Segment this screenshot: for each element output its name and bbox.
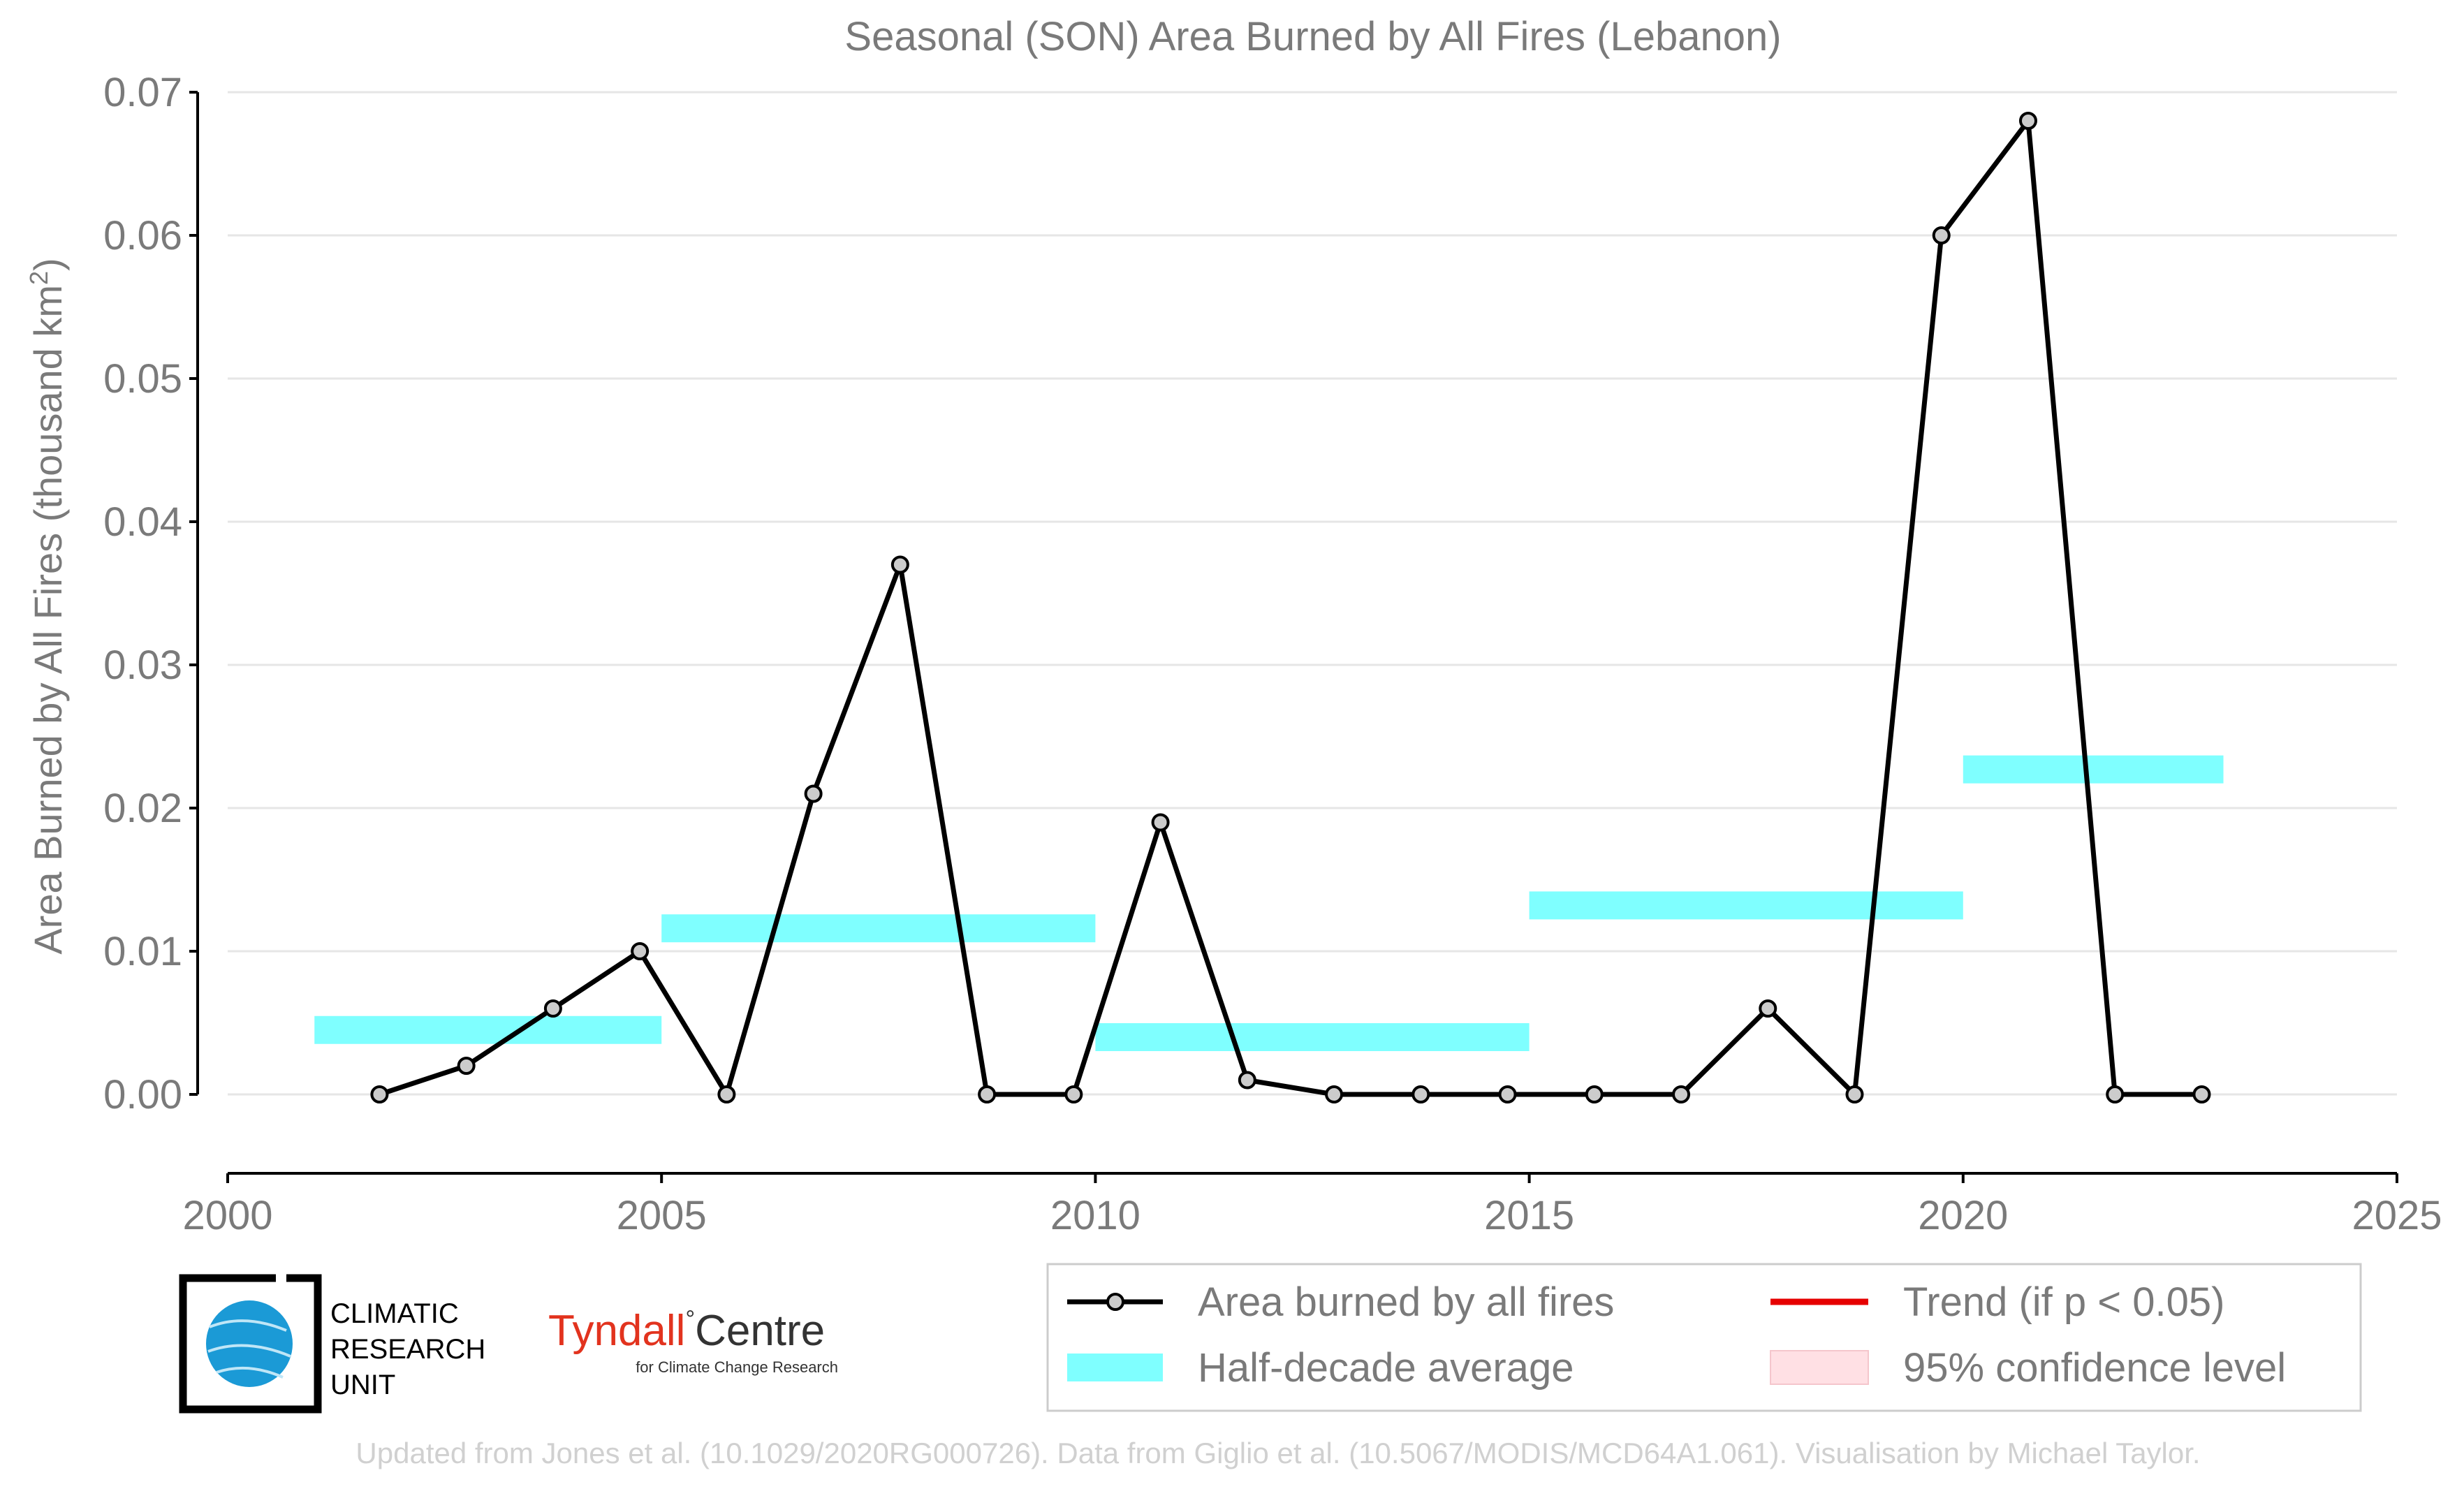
half-decade-average-band <box>314 1015 662 1044</box>
chart-title: Seasonal (SON) Area Burned by All Fires … <box>844 14 1781 59</box>
legend-item-trend: Trend (if p < 0.05) <box>1770 1279 2224 1325</box>
legend-label-half-decade: Half-decade average <box>1198 1345 1574 1391</box>
half-decade-average-band <box>1095 1023 1530 1051</box>
cru-logo: CLIMATIC RESEARCH UNIT <box>179 1274 485 1414</box>
x-tick-label: 2000 <box>182 1193 272 1238</box>
half-decade-average-band <box>1963 755 2224 784</box>
data-point <box>1325 1085 1344 1103</box>
data-point <box>2018 112 2037 130</box>
cru-bracket-icon <box>203 1274 322 1414</box>
data-point <box>1064 1085 1083 1103</box>
footer-credit: Updated from Jones et al. (10.1029/2020R… <box>355 1437 2200 1469</box>
data-point <box>1585 1085 1604 1103</box>
legend-item-area-burned: Area burned by all fires <box>1067 1279 1614 1325</box>
data-point <box>1151 813 1170 832</box>
data-point <box>1759 999 1777 1018</box>
tyndall-logo: Tyndall°Centre for Climate Change Resear… <box>548 1306 838 1376</box>
y-tick-label: 0.01 <box>103 929 182 974</box>
y-tick-label: 0.07 <box>103 70 182 115</box>
globe-swirl-icon <box>207 1319 291 1379</box>
x-tick-label: 2005 <box>617 1193 707 1238</box>
y-axis-label: Area Burned by All Fires (thousand km2) <box>24 258 70 954</box>
legend-frame <box>1046 1263 2362 1412</box>
legend-patch-icon <box>1770 1350 1869 1385</box>
legend-label-area-burned: Area burned by all fires <box>1198 1279 1614 1325</box>
tyndall-name-right: Centre <box>695 1307 825 1355</box>
tyndall-name-left: Tyndall <box>548 1307 685 1355</box>
x-tick-label: 2025 <box>2352 1193 2442 1238</box>
legend-label-trend: Trend (if p < 0.05) <box>1903 1279 2224 1325</box>
half-decade-average-band <box>1529 891 1963 920</box>
globe-icon <box>206 1300 293 1387</box>
area-burned-series <box>379 118 2202 1097</box>
y-axis-label-end: ) <box>26 258 70 271</box>
y-tick-label: 0.02 <box>103 786 182 831</box>
data-point <box>804 784 823 803</box>
y-tick-label: 0.00 <box>103 1072 182 1117</box>
y-tick-label: 0.04 <box>103 499 182 545</box>
legend-item-confidence: 95% confidence level <box>1770 1345 2286 1391</box>
data-point <box>2106 1085 2125 1103</box>
tyndall-tagline: for Climate Change Research <box>636 1358 838 1376</box>
y-tick-label: 0.05 <box>103 356 182 402</box>
tyndall-degree: ° <box>685 1306 695 1333</box>
data-point <box>978 1085 997 1103</box>
y-tick-label: 0.03 <box>103 643 182 688</box>
y-axis-label-main: Area Burned by All Fires (thousand km <box>26 285 70 955</box>
data-point <box>1672 1085 1691 1103</box>
cru-line-2: RESEARCH <box>330 1334 485 1365</box>
data-point <box>631 942 650 960</box>
grid-lines <box>228 91 2397 1096</box>
data-point <box>890 555 909 574</box>
half-decade-average-band <box>661 914 1096 943</box>
data-point <box>370 1085 389 1103</box>
data-point <box>2192 1085 2211 1103</box>
legend-band-icon <box>1067 1354 1163 1381</box>
data-point <box>1845 1085 1864 1103</box>
axes <box>189 91 2398 1183</box>
legend-label-confidence: 95% confidence level <box>1903 1345 2286 1391</box>
y-tick-label: 0.06 <box>103 213 182 258</box>
y-tick-labels: 0.00 0.01 0.02 0.03 0.04 0.05 0.06 0.07 <box>103 70 182 1117</box>
x-tick-label: 2020 <box>1918 1193 2008 1238</box>
y-axis-label-superscript: 2 <box>24 271 53 285</box>
tyndall-name: Tyndall°Centre <box>548 1306 825 1355</box>
data-point <box>1498 1085 1517 1103</box>
cru-line-3: UNIT <box>330 1370 395 1400</box>
data-point <box>1411 1085 1430 1103</box>
area-burned-points <box>370 112 2211 1103</box>
x-tick-label: 2015 <box>1484 1193 1574 1238</box>
x-tick-labels: 2000 2005 2010 2015 2020 2025 <box>182 1193 2442 1238</box>
data-point <box>1932 226 1951 244</box>
x-tick-label: 2010 <box>1050 1193 1141 1238</box>
data-point <box>1238 1071 1256 1090</box>
legend-item-half-decade: Half-decade average <box>1067 1345 1574 1391</box>
data-point <box>543 999 562 1018</box>
data-point <box>717 1085 736 1103</box>
data-point <box>457 1057 476 1075</box>
legend: Area burned by all fires Trend (if p < 0… <box>1046 1263 2362 1412</box>
area-burned-line <box>379 118 2202 1097</box>
cru-line-1: CLIMATIC <box>330 1298 459 1329</box>
legend-marker-icon <box>1106 1293 1124 1311</box>
half-decade-average-bands <box>314 755 2224 1051</box>
